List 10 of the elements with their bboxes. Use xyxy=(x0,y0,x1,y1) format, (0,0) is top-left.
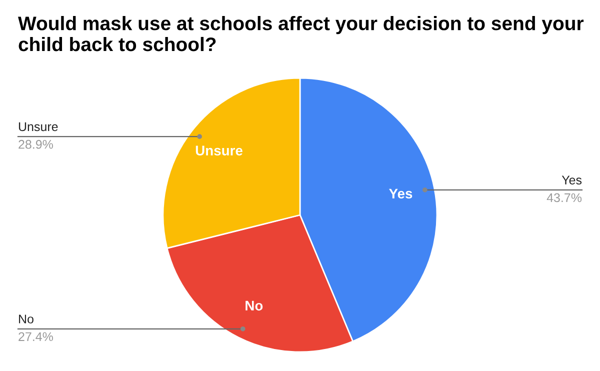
slice-label: No xyxy=(19,314,34,324)
slice-label: No xyxy=(246,300,263,311)
slice-label: Yes xyxy=(389,188,412,199)
data-label: 43.7% xyxy=(546,193,582,202)
chart-title: Would mask use at schools affect your decision to send your child back to school? xyxy=(18,16,584,52)
slice-label: Unsure xyxy=(196,146,242,156)
slice-label: Yes xyxy=(562,176,582,184)
data-label: 28.9% xyxy=(18,140,53,149)
data-label: 27.4% xyxy=(18,332,53,342)
slice-label: Unsure xyxy=(18,122,58,132)
